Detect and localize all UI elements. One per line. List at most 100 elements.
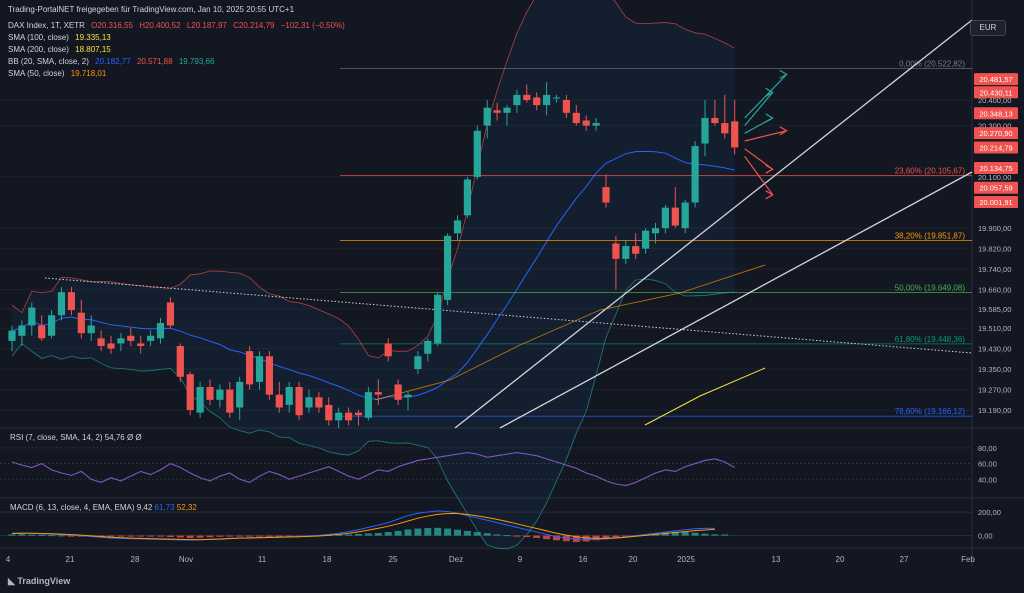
macd-signal-line — [11, 512, 715, 541]
candle — [305, 397, 313, 408]
legend-sma100: SMA (100, close) 19.335,13 — [8, 33, 115, 42]
candle — [543, 94, 551, 106]
candle — [552, 97, 561, 99]
macd-histogram-bar — [454, 529, 461, 536]
candle — [285, 387, 293, 405]
trendline — [499, 171, 973, 429]
price-label-text: 20.481,57 — [979, 75, 1012, 84]
x-tick-label: 21 — [66, 555, 75, 564]
sma100-line — [644, 367, 766, 426]
rsi-line — [11, 452, 735, 487]
macd-histogram-bar — [335, 534, 343, 536]
price-tick-label: 19.740,00 — [978, 265, 1011, 274]
candle — [117, 338, 125, 344]
x-tick-label: 18 — [323, 555, 332, 564]
bb-value-3: 19.793,66 — [178, 57, 215, 66]
legend-sma50: SMA (50, close) 19.718,01 — [8, 69, 110, 78]
macd-histogram-bar — [622, 535, 630, 537]
macd-histogram-bar — [206, 535, 214, 538]
macd-histogram-bar — [285, 535, 293, 537]
legend-sma200: SMA (200, close) 18.807,15 — [8, 45, 115, 54]
macd-histogram-bar — [414, 528, 422, 536]
projection-arrow — [744, 148, 774, 170]
candle — [681, 202, 689, 229]
price-label-text: 20.270,90 — [979, 129, 1012, 138]
candle — [176, 346, 184, 377]
bollinger-basis-line — [11, 150, 735, 400]
price-tick-label: 20.300,00 — [978, 122, 1011, 131]
fib-level-label: 61,80% (19.448,36) — [895, 335, 966, 344]
projection-arrow-head — [779, 69, 788, 79]
price-tick-label: 19.190,00 — [978, 406, 1011, 415]
trendline-dotted — [44, 277, 973, 354]
macd-histogram-bar — [503, 535, 511, 537]
bb-value-2: 20.571,88 — [136, 57, 173, 66]
macd-legend: MACD (6, 13, close, 4, EMA, EMA) 9,42 61… — [10, 503, 197, 512]
sma50-label: SMA (50, close) — [8, 69, 65, 78]
candle — [67, 292, 75, 311]
candle — [424, 340, 432, 354]
macd-histogram-bar — [483, 533, 491, 536]
candle — [463, 179, 471, 216]
candle — [77, 312, 85, 334]
legend-change: −102,31 (−0,50%) — [280, 21, 345, 30]
candle — [246, 351, 254, 385]
macd-histogram-bar — [374, 533, 382, 536]
legend-high: H20.400,52 — [139, 21, 181, 30]
x-tick-label: Dez — [449, 555, 463, 564]
candle — [354, 412, 363, 416]
candle — [691, 146, 699, 203]
price-tick-label: 19.430,00 — [978, 345, 1011, 354]
fib-level-label: 23,60% (20.105,67) — [895, 166, 966, 175]
legend-symbol-line: DAX Index, 1T, XETR O20.316,55 H20.400,5… — [8, 21, 349, 30]
candle — [226, 389, 234, 413]
macd-histogram-bar — [434, 527, 442, 536]
macd-histogram-bar — [265, 535, 273, 537]
candle — [503, 107, 511, 113]
candle — [137, 343, 145, 346]
macd-histogram-bar — [473, 532, 481, 536]
candle — [612, 243, 620, 259]
macd-histogram-bar — [355, 533, 362, 536]
bollinger-band-fill — [12, 0, 735, 549]
candle — [275, 394, 283, 408]
candle — [48, 315, 56, 336]
macd-histogram-bar — [38, 534, 46, 536]
macd-histogram-bar — [137, 535, 145, 537]
price-label-box — [974, 181, 1018, 194]
candle — [493, 110, 501, 113]
candle — [57, 292, 66, 316]
candle — [107, 343, 115, 349]
x-tick-label: 25 — [389, 555, 398, 564]
price-label-box — [974, 196, 1018, 209]
macd-histogram-bar — [157, 535, 164, 537]
projection-arrow-head — [765, 164, 774, 174]
macd-histogram-bar — [543, 535, 551, 540]
x-tick-label: 20 — [629, 555, 638, 564]
candle — [8, 330, 16, 341]
tradingview-logo-icon: ◣ — [8, 576, 18, 586]
macd-histogram-bar — [691, 532, 699, 536]
macd-histogram-bar — [345, 534, 353, 536]
candle — [87, 325, 95, 334]
projection-arrow-head — [765, 190, 774, 200]
candle — [533, 97, 541, 106]
x-tick-label: 16 — [579, 555, 588, 564]
rsi-tick-label: 40,00 — [978, 475, 997, 484]
price-label-text: 20.348,13 — [979, 109, 1012, 118]
candle — [414, 356, 422, 370]
macd-histogram-bar — [28, 534, 36, 536]
macd-histogram-bar — [444, 528, 452, 536]
macd-histogram-bar — [166, 535, 174, 537]
bollinger-lower-line — [11, 278, 735, 550]
candle — [622, 246, 630, 259]
macd-label: MACD (6, 13, close, 4, EMA, EMA) — [10, 503, 135, 512]
candle — [156, 322, 165, 339]
currency-button[interactable]: EUR — [970, 20, 1006, 36]
candle — [236, 381, 244, 408]
candle — [364, 392, 372, 418]
candle — [335, 412, 343, 421]
candle — [315, 397, 323, 408]
price-tick-label: 19.660,00 — [978, 286, 1011, 295]
